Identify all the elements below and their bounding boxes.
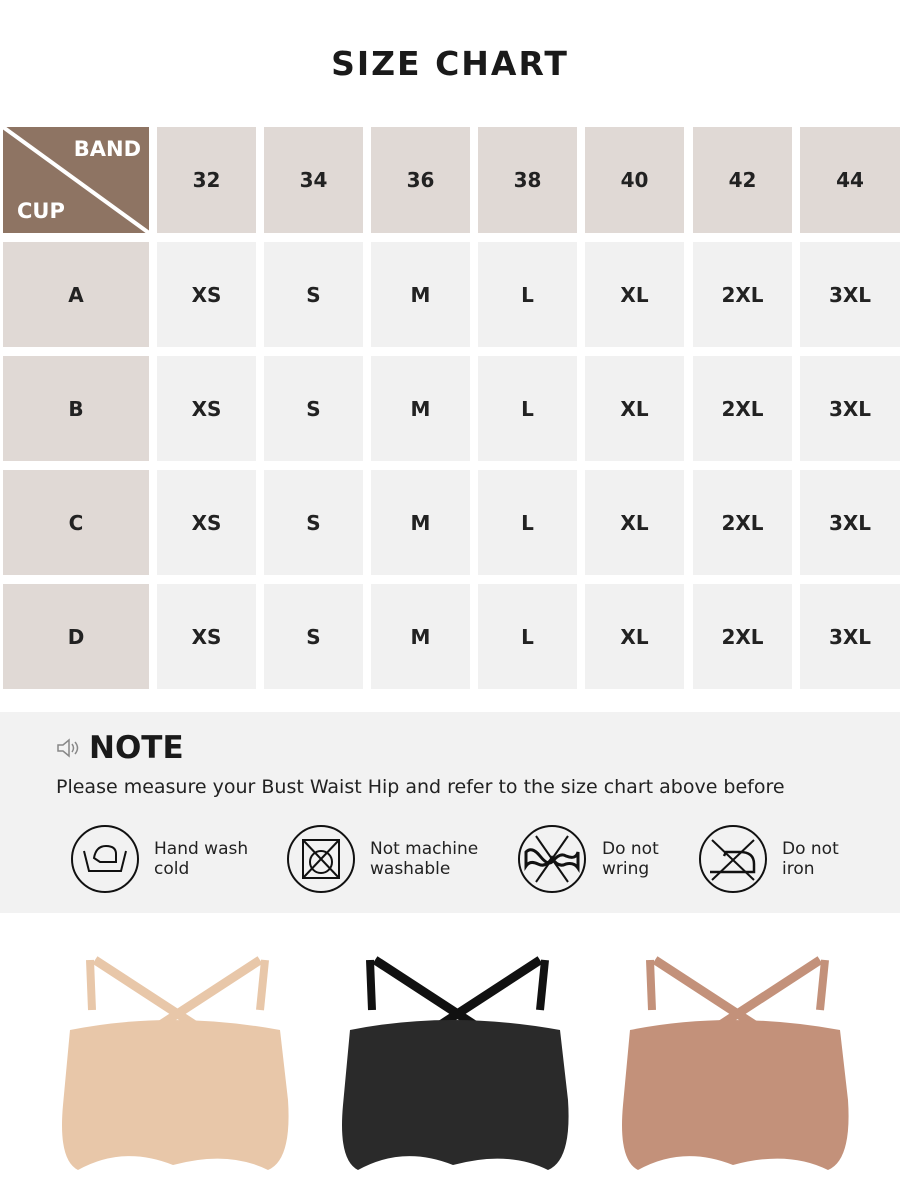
band-header: 40 <box>585 127 684 233</box>
size-cell: XL <box>585 356 684 461</box>
size-cell: L <box>478 356 577 461</box>
size-cell: 3XL <box>800 470 900 575</box>
size-cell: XS <box>157 584 256 689</box>
band-header: 42 <box>693 127 792 233</box>
size-cell: S <box>264 242 363 347</box>
no-machine-wash-icon <box>287 825 355 893</box>
hand-wash-icon <box>71 825 139 893</box>
size-cell: L <box>478 584 577 689</box>
care-label: Do not <box>782 839 839 859</box>
size-cell: 3XL <box>800 584 900 689</box>
size-cell: 3XL <box>800 356 900 461</box>
care-no-iron: Do not iron <box>698 824 900 894</box>
size-cell: XS <box>157 242 256 347</box>
band-header: 36 <box>371 127 470 233</box>
care-label: cold <box>154 859 190 879</box>
diagonal-divider <box>3 127 149 233</box>
band-header: 44 <box>800 127 900 233</box>
no-iron-icon <box>699 825 767 893</box>
size-cell: XS <box>157 470 256 575</box>
care-no-machine: Not machine washable <box>286 824 510 894</box>
page-title: SIZE CHART <box>331 44 569 83</box>
care-label: washable <box>370 859 451 879</box>
band-label: BAND <box>73 137 141 161</box>
size-cell: XL <box>585 584 684 689</box>
speaker-icon <box>57 738 79 758</box>
size-cell: M <box>371 584 470 689</box>
table-corner-header: BAND CUP <box>3 127 149 233</box>
size-cell: L <box>478 470 577 575</box>
bra-product-image <box>342 956 569 1170</box>
size-cell: M <box>371 242 470 347</box>
note-text: Please measure your Bust Waist Hip and r… <box>56 776 785 798</box>
note-heading: NOTE <box>89 730 184 766</box>
care-label: wring <box>602 859 650 879</box>
size-cell: XL <box>585 242 684 347</box>
size-cell: XL <box>585 470 684 575</box>
no-wring-icon <box>518 825 586 893</box>
bra-product-image <box>62 956 289 1170</box>
size-cell: M <box>371 356 470 461</box>
band-header: 34 <box>264 127 363 233</box>
care-label: Do not <box>602 839 659 859</box>
size-cell: 2XL <box>693 356 792 461</box>
cup-header: B <box>3 356 149 461</box>
bra-product-image <box>622 956 849 1170</box>
care-no-wring: Do not wring <box>516 824 742 894</box>
note-section: NOTE Please measure your Bust Waist Hip … <box>0 712 900 913</box>
care-label: Hand wash <box>154 839 249 859</box>
size-cell: XS <box>157 356 256 461</box>
size-cell: S <box>264 470 363 575</box>
size-cell: M <box>371 470 470 575</box>
size-cell: S <box>264 584 363 689</box>
size-cell: 2XL <box>693 584 792 689</box>
size-cell: 2XL <box>693 470 792 575</box>
cup-label: CUP <box>17 199 65 223</box>
care-label: iron <box>782 859 815 879</box>
care-label: Not machine <box>370 839 479 859</box>
size-cell: 3XL <box>800 242 900 347</box>
size-cell: S <box>264 356 363 461</box>
size-cell: 2XL <box>693 242 792 347</box>
cup-header: C <box>3 470 149 575</box>
cup-header: A <box>3 242 149 347</box>
band-header: 32 <box>157 127 256 233</box>
band-header: 38 <box>478 127 577 233</box>
cup-header: D <box>3 584 149 689</box>
size-cell: L <box>478 242 577 347</box>
care-hand-wash: Hand wash cold <box>70 824 294 894</box>
